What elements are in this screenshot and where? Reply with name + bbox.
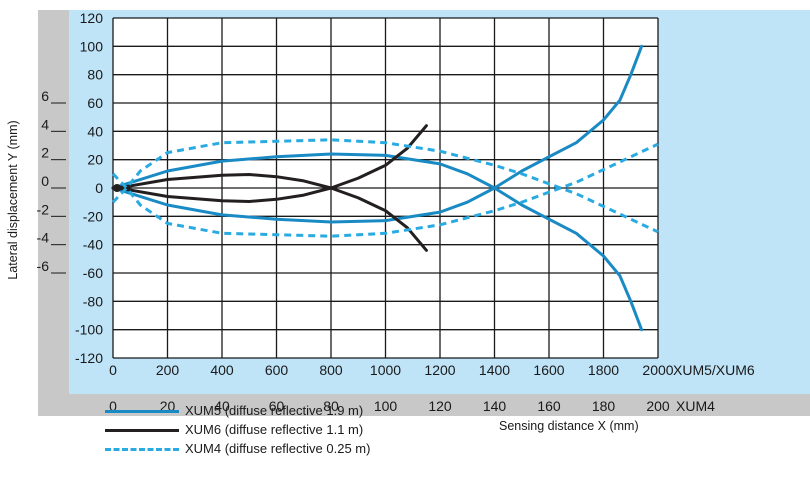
legend-item-xum5: XUM5 (diffuse reflective 1.9 m) <box>105 402 425 421</box>
legend-swatch-xum5 <box>105 410 179 413</box>
legend-item-xum4: XUM4 (diffuse reflective 0.25 m) <box>105 440 425 459</box>
legend-label-xum4: XUM4 (diffuse reflective 0.25 m) <box>185 441 371 456</box>
y-tick-label: 120 <box>80 10 104 26</box>
y-tick-outer-label: 0 <box>41 173 49 189</box>
x-tick-label: 800 <box>319 362 343 378</box>
x-tick-label: 2000 <box>642 362 673 378</box>
legend-label-xum5: XUM5 (diffuse reflective 1.9 m) <box>185 403 364 418</box>
x-tick-label: 1200 <box>424 362 455 378</box>
y-tick-label: 100 <box>80 38 104 54</box>
y-tick-label: -20 <box>83 208 103 224</box>
x-tick-label-xum4: 160 <box>537 398 561 414</box>
series-0-upper-curve <box>111 152 644 332</box>
y-tick-label: 40 <box>87 123 103 139</box>
y-tick-label: -80 <box>83 293 103 309</box>
y-tick-outer-label: -6 <box>37 258 50 274</box>
y-tick-outer-labels: 6 4 2 0 -2 -4 -6 <box>37 88 66 274</box>
x-tick-label: 200 <box>156 362 180 378</box>
x-tick-label-xum4: 140 <box>483 398 507 414</box>
y-tick-outer-label: -2 <box>37 201 50 217</box>
x-tick-label-xum4: 60 <box>269 398 285 414</box>
legend-swatch-xum6 <box>105 429 179 432</box>
x-tick-label: 0 <box>109 362 117 378</box>
x-tick-labels-xum4: 0 20 40 60 80 100 120 140 160 180 200 <box>109 398 670 414</box>
x-axis-label-xum4: XUM4 <box>676 398 715 414</box>
frame-bottom-band <box>38 394 810 416</box>
series-2-lower-curve <box>111 142 659 238</box>
y-tick-outer-label: 6 <box>41 88 49 104</box>
y-axis-title: Lateral displacement Y (mm) <box>6 120 20 279</box>
legend-swatch-xum4 <box>105 448 179 451</box>
y-tick-outer-label: -4 <box>37 230 50 246</box>
x-tick-label: 600 <box>265 362 289 378</box>
legend: XUM5 (diffuse reflective 1.9 m) XUM6 (di… <box>105 402 425 459</box>
x-tick-label-xum4: 40 <box>214 398 230 414</box>
series-1-lower-curve <box>111 124 428 203</box>
y-tick-label: -60 <box>83 265 103 281</box>
x-tick-label-xum4: 0 <box>109 398 117 414</box>
x-axis-title: Sensing distance X (mm) <box>499 419 639 433</box>
origin-emitter-marker <box>113 184 121 192</box>
y-tick-label: 60 <box>87 95 103 111</box>
x-tick-label-xum4: 100 <box>374 398 398 414</box>
y-tick-outer-label: 4 <box>41 116 49 132</box>
x-tick-label: 1400 <box>479 362 510 378</box>
series-1-upper-curve <box>111 173 428 252</box>
x-tick-label-xum4: 180 <box>592 398 616 414</box>
grid-lines <box>112 17 659 359</box>
series-0-lower-curve <box>111 44 644 224</box>
series-2-upper-curve <box>111 138 659 234</box>
y-tick-label: 80 <box>87 67 103 83</box>
x-tick-label: 1000 <box>370 362 401 378</box>
x-tick-label-xum4: 120 <box>428 398 452 414</box>
legend-label-xum6: XUM6 (diffuse reflective 1.1 m) <box>185 422 364 437</box>
y-tick-label: -40 <box>83 237 103 253</box>
x-tick-labels: 0 200 400 600 800 1000 1200 1400 1600 1800 2000 <box>109 362 674 378</box>
y-tick-label: 20 <box>87 152 103 168</box>
x-tick-label-xum4: 200 <box>646 398 670 414</box>
x-axis-label: XUM5/XUM6 <box>673 362 755 378</box>
x-tick-label: 400 <box>210 362 234 378</box>
y-tick-outer-label: 2 <box>41 145 49 161</box>
x-tick-label: 1600 <box>533 362 564 378</box>
x-tick-label-xum4: 80 <box>323 398 339 414</box>
y-tick-label: -100 <box>75 322 103 338</box>
frame-left-band <box>38 10 69 396</box>
y-tick-label: 0 <box>95 180 103 196</box>
y-tick-labels: 120 100 80 60 40 20 0 -20 -40 -60 -80 -100 -120 <box>75 10 103 366</box>
y-tick-label: -120 <box>75 350 103 366</box>
x-tick-label: 1800 <box>588 362 619 378</box>
curve-layer <box>111 44 659 332</box>
legend-item-xum6: XUM6 (diffuse reflective 1.1 m) <box>105 421 425 440</box>
